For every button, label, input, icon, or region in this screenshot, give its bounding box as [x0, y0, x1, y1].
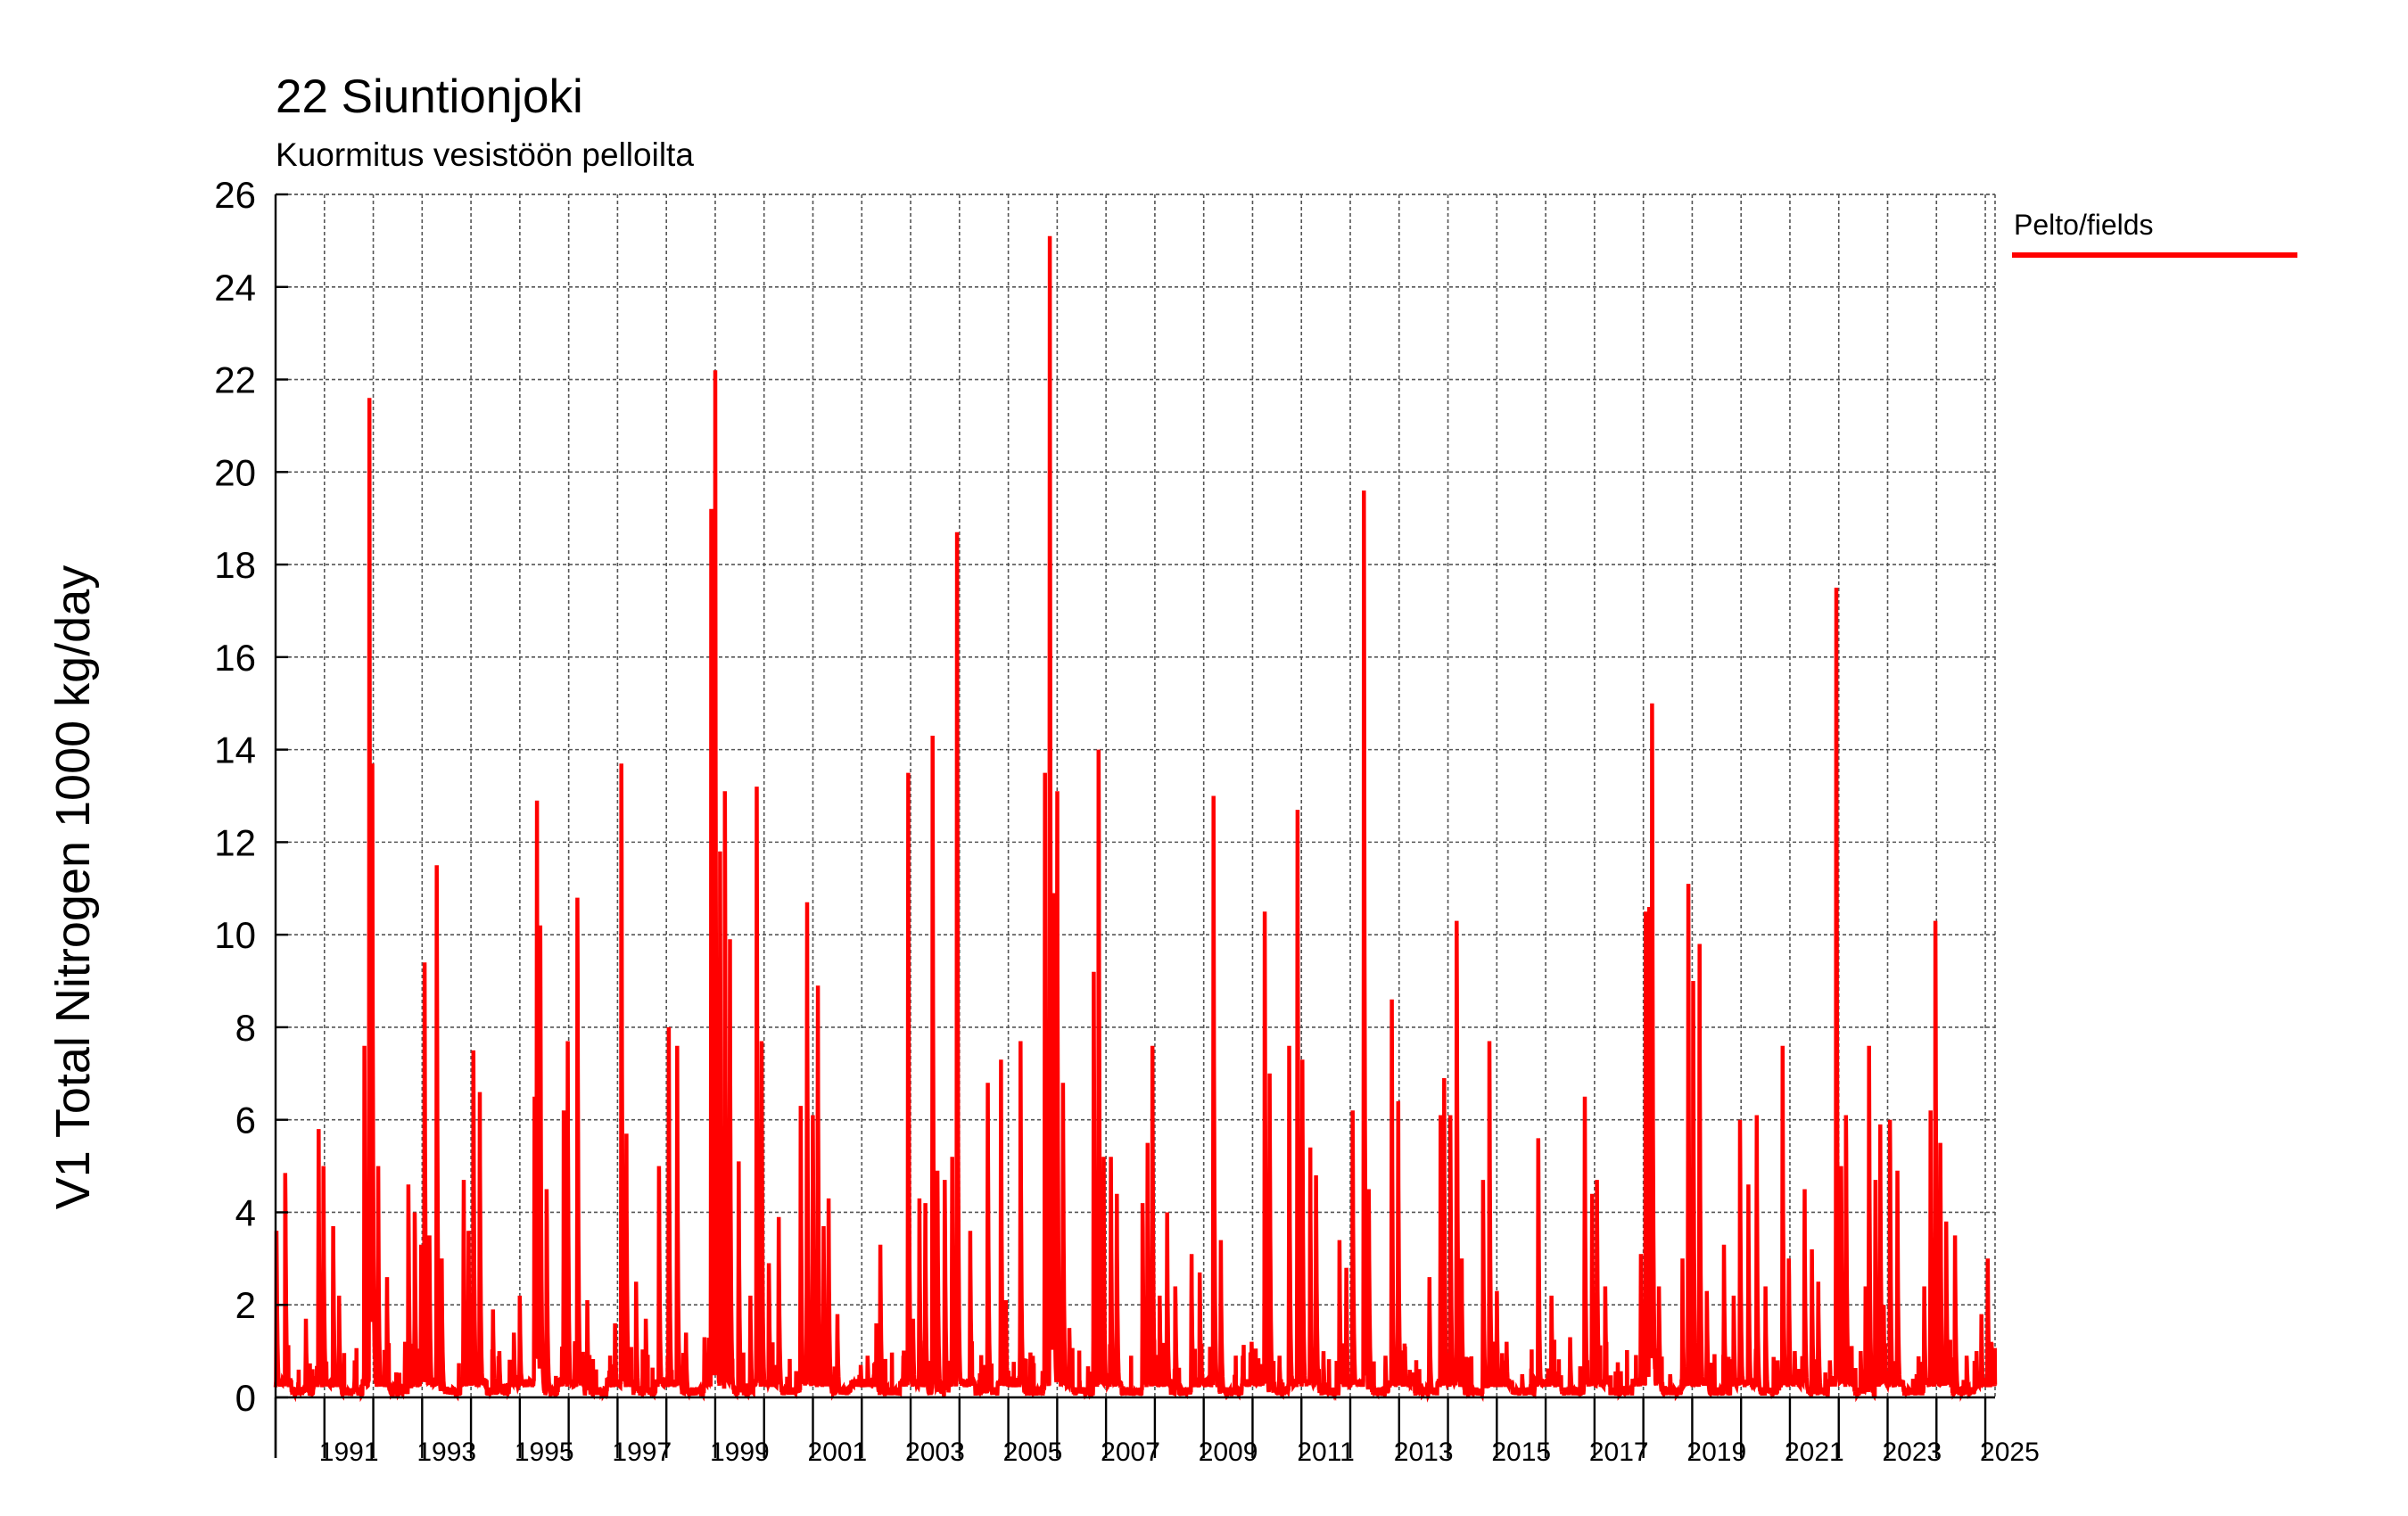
chart-subtitle: Kuormitus vesistöön pelloilta	[276, 136, 694, 173]
y-tick-label: 22	[214, 359, 256, 401]
x-tick-label: 1993	[416, 1438, 476, 1467]
y-tick-label: 0	[235, 1377, 256, 1419]
y-axis-label: V1 Total Nitrogen 1000 kg/day	[46, 565, 100, 1210]
x-tick-label: 2001	[808, 1438, 868, 1467]
y-tick-label: 20	[214, 451, 256, 493]
y-tick-label: 2	[235, 1284, 256, 1326]
y-tick-label: 16	[214, 637, 256, 679]
x-tick-label: 2013	[1394, 1438, 1454, 1467]
x-tick-label: 2011	[1297, 1438, 1355, 1467]
x-tick-label: 2019	[1686, 1438, 1746, 1467]
y-tick-label: 8	[235, 1007, 256, 1049]
x-tick-labels: 1991 1993 1995 1997 1999 2001 2003 2005 2007 2009…	[319, 1438, 2040, 1467]
y-tick-label: 6	[235, 1100, 256, 1141]
x-tick-label: 1991	[319, 1438, 379, 1467]
y-tick-label: 14	[214, 729, 256, 771]
x-tick-label: 2021	[1785, 1438, 1844, 1467]
series-layer	[273, 235, 1998, 1403]
x-tick-label: 2015	[1491, 1438, 1551, 1467]
x-tick-label: 2005	[1003, 1438, 1063, 1467]
x-tick-label: 2025	[1980, 1438, 2040, 1467]
x-tick-label: 1999	[710, 1438, 770, 1467]
y-tick-label: 4	[235, 1191, 256, 1233]
x-tick-label: 2017	[1589, 1438, 1649, 1467]
x-tick-label: 2003	[905, 1438, 965, 1467]
x-tick-label: 2023	[1883, 1438, 1942, 1467]
chart-title: 22 Siuntionjoki	[276, 70, 583, 123]
x-tick-label: 2009	[1199, 1438, 1258, 1467]
legend-label: Pelto/fields	[2014, 209, 2154, 241]
series-line-pelto-fields	[273, 235, 1998, 1403]
y-tick-label: 24	[214, 267, 256, 309]
x-tick-label: 1997	[612, 1438, 672, 1467]
y-tick-label: 10	[214, 914, 256, 956]
legend: Pelto/fields	[2012, 209, 2297, 258]
axes	[274, 193, 1995, 1458]
x-tick-label: 1995	[515, 1438, 574, 1467]
x-tick-label: 2007	[1101, 1438, 1160, 1467]
y-tick-label: 18	[214, 544, 256, 586]
y-tick-label: 12	[214, 821, 256, 863]
grid	[276, 194, 1996, 1397]
y-tick-label: 26	[214, 174, 256, 216]
